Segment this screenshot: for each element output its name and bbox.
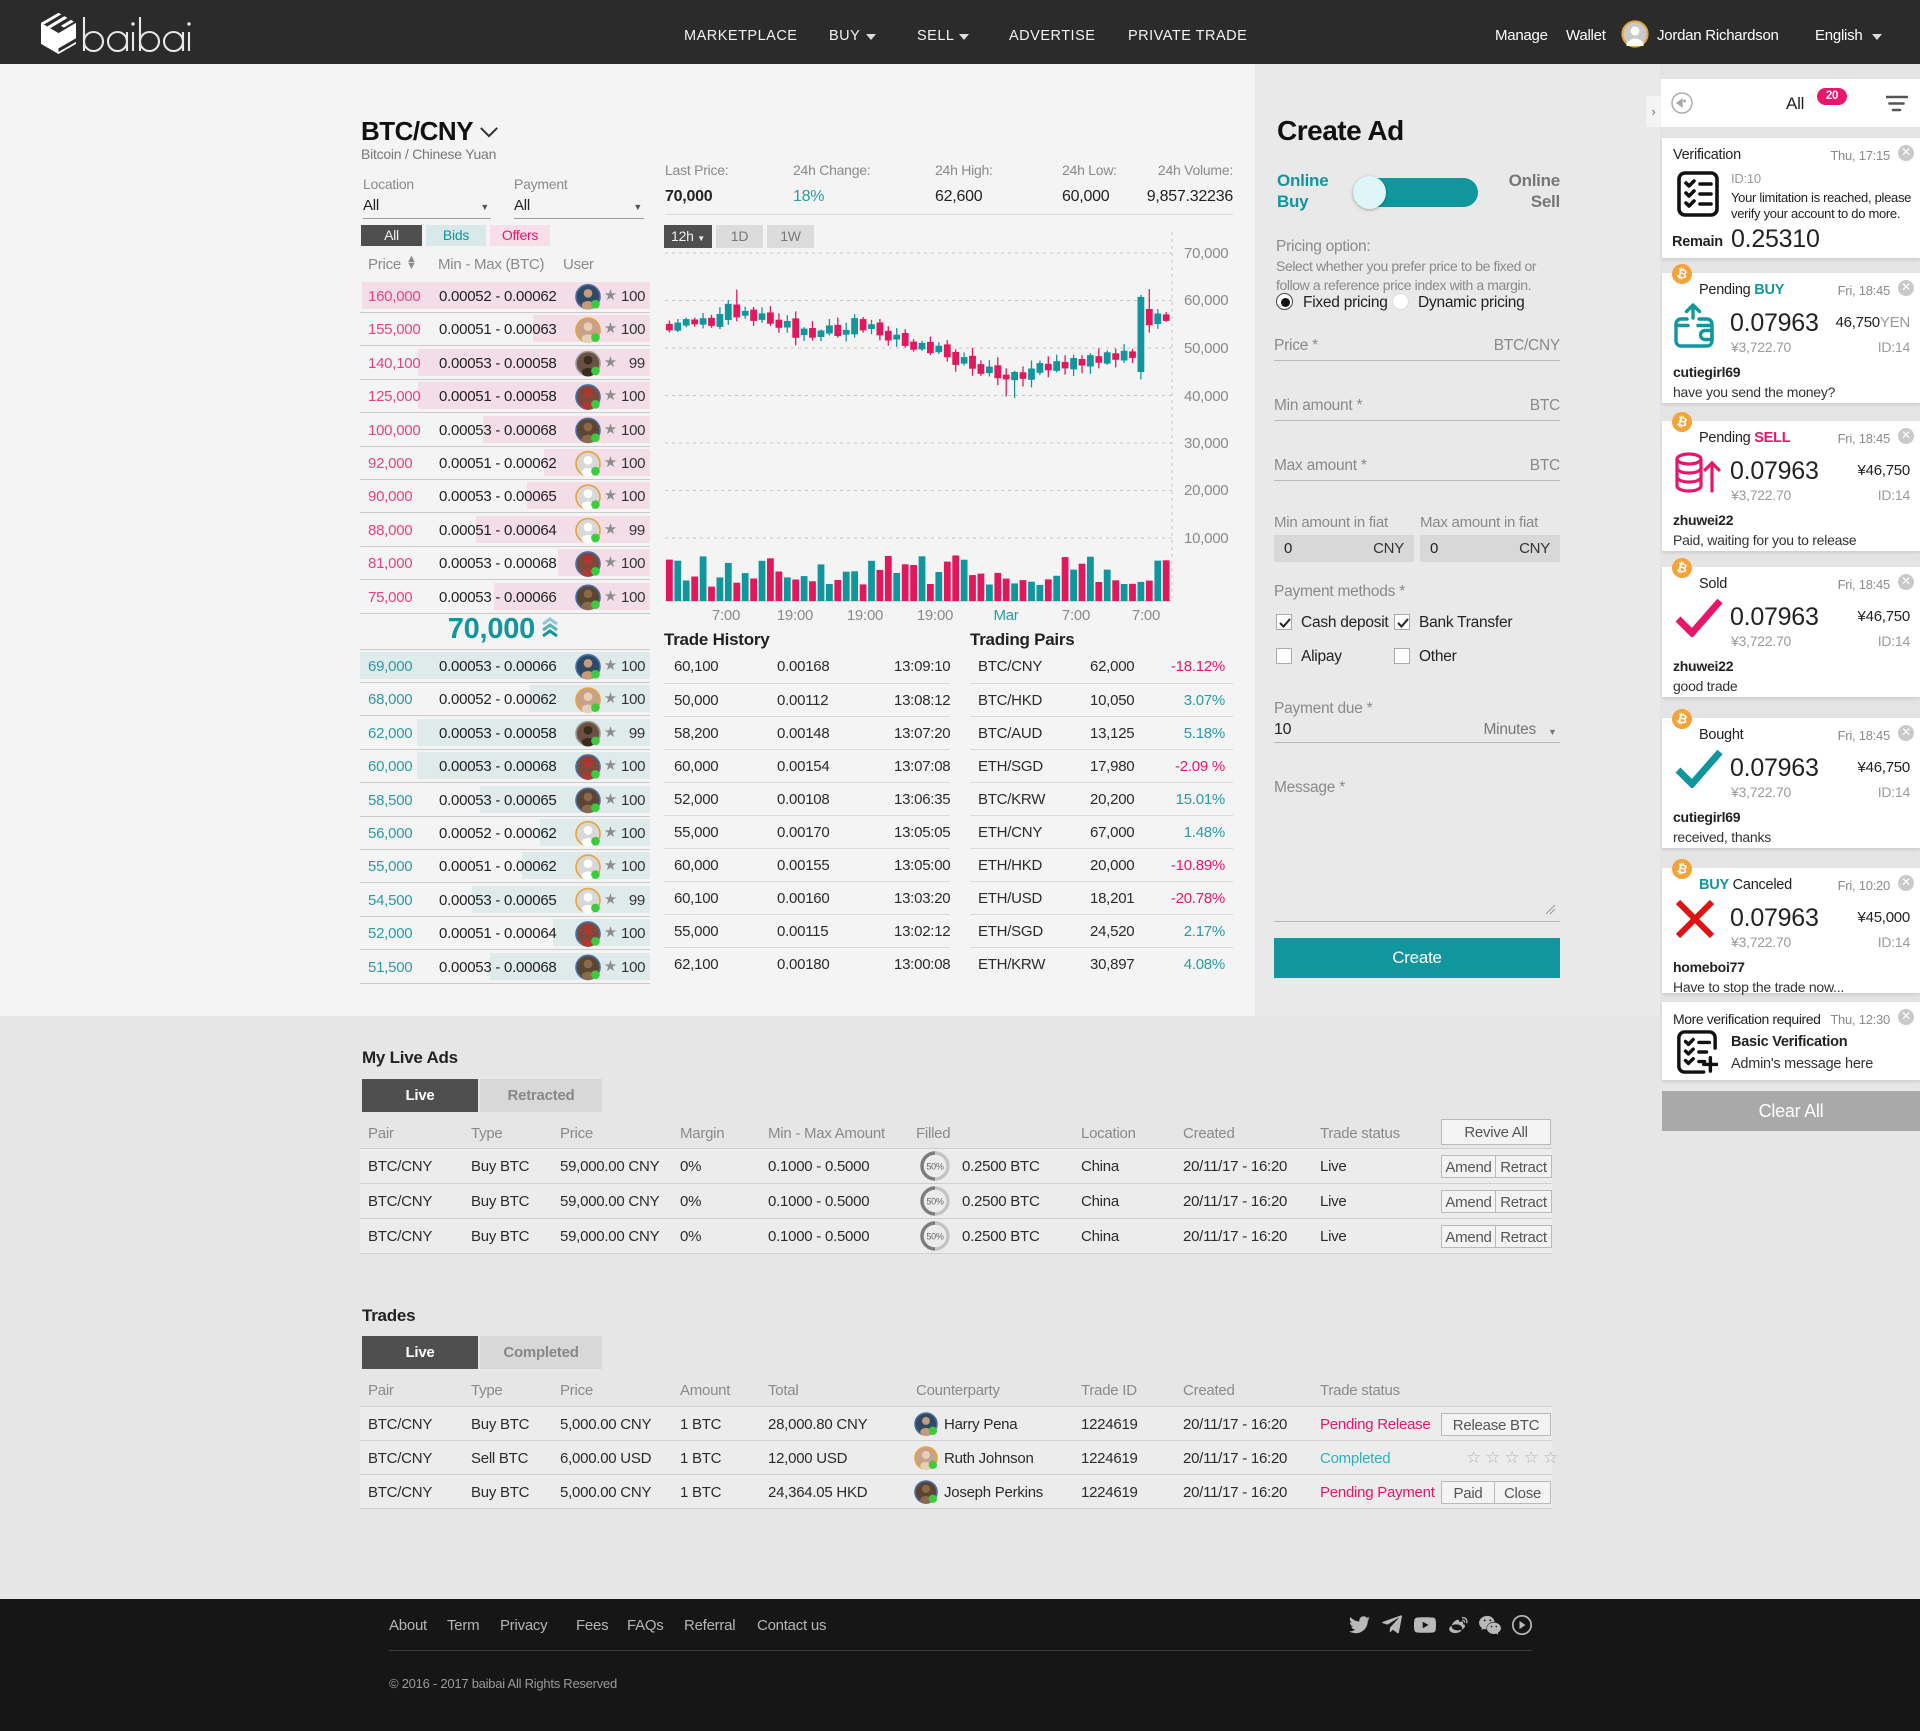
svg-text:50%: 50% xyxy=(926,1197,944,1207)
svg-text:50%: 50% xyxy=(926,1232,944,1242)
svg-text:50%: 50% xyxy=(926,1162,944,1172)
